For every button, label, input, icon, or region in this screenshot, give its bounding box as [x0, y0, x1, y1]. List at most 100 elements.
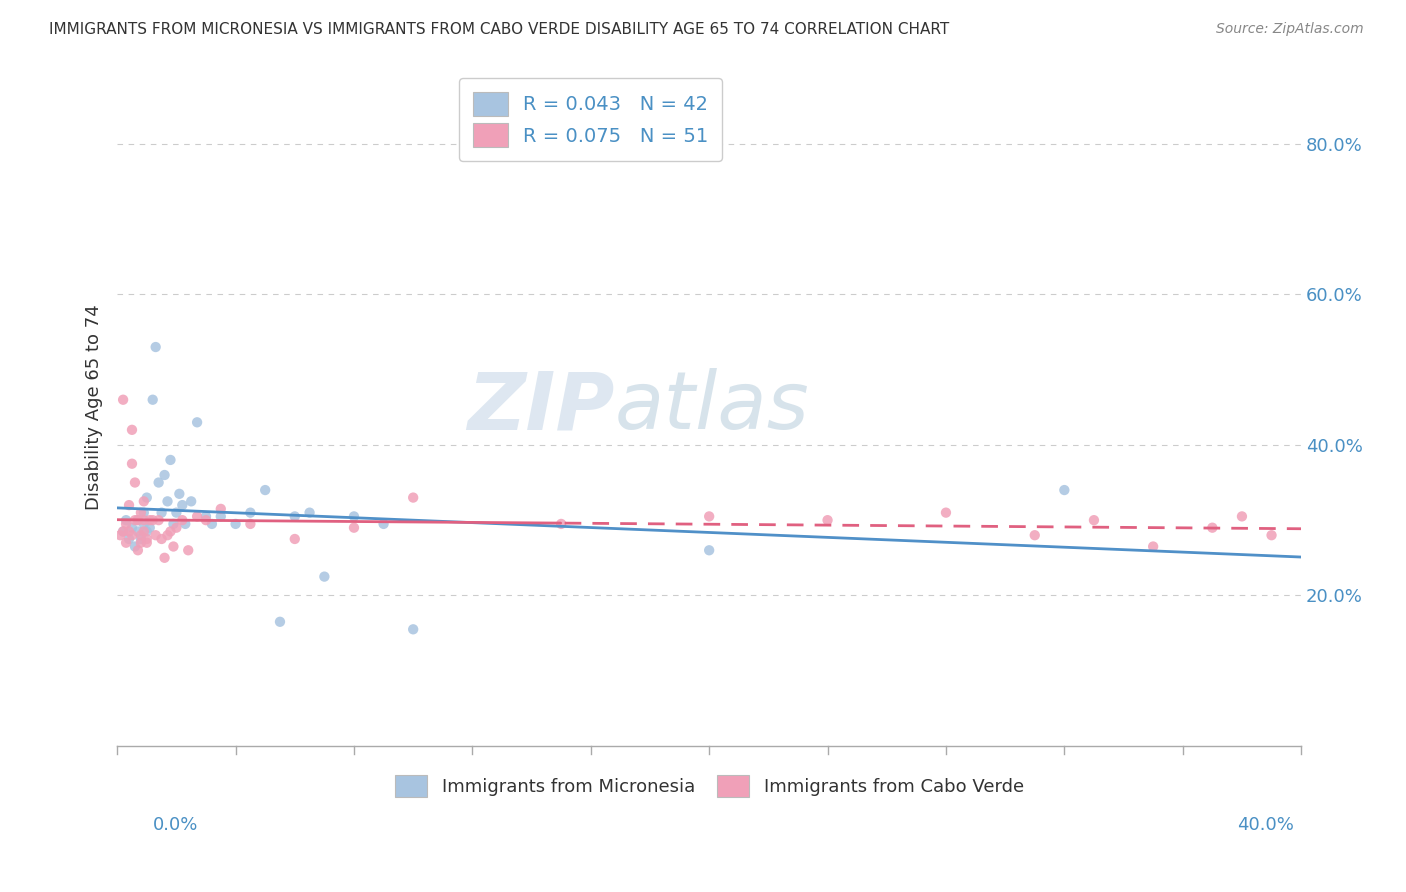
- Point: [127, 513, 149, 527]
- Point: [124, 540, 146, 554]
- Point: [121, 457, 143, 471]
- Point: [186, 509, 208, 524]
- Point: [121, 528, 143, 542]
- Point: [159, 453, 181, 467]
- Point: [115, 516, 138, 531]
- Point: [1142, 540, 1164, 554]
- Point: [172, 498, 194, 512]
- Point: [159, 524, 181, 539]
- Point: [550, 516, 572, 531]
- Point: [150, 506, 173, 520]
- Point: [201, 516, 224, 531]
- Point: [162, 516, 184, 531]
- Point: [121, 423, 143, 437]
- Point: [165, 506, 187, 520]
- Point: [153, 468, 176, 483]
- Point: [343, 509, 366, 524]
- Text: atlas: atlas: [614, 368, 810, 446]
- Point: [239, 506, 262, 520]
- Point: [135, 524, 157, 539]
- Point: [402, 491, 425, 505]
- Point: [697, 543, 720, 558]
- Point: [209, 509, 232, 524]
- Point: [195, 513, 218, 527]
- Point: [129, 528, 152, 542]
- Point: [209, 501, 232, 516]
- Point: [129, 532, 152, 546]
- Point: [132, 516, 155, 531]
- Point: [284, 509, 307, 524]
- Text: Source: ZipAtlas.com: Source: ZipAtlas.com: [1216, 22, 1364, 37]
- Point: [373, 516, 395, 531]
- Point: [225, 516, 247, 531]
- Point: [132, 494, 155, 508]
- Point: [269, 615, 291, 629]
- Point: [132, 524, 155, 539]
- Point: [142, 513, 165, 527]
- Point: [153, 550, 176, 565]
- Point: [145, 528, 167, 542]
- Point: [314, 569, 336, 583]
- Point: [935, 506, 957, 520]
- Point: [139, 513, 162, 527]
- Text: 40.0%: 40.0%: [1237, 815, 1294, 833]
- Point: [127, 513, 149, 527]
- Point: [118, 532, 141, 546]
- Point: [132, 513, 155, 527]
- Point: [177, 543, 200, 558]
- Point: [132, 506, 155, 520]
- Point: [150, 532, 173, 546]
- Point: [112, 524, 135, 539]
- Point: [108, 528, 131, 542]
- Point: [254, 483, 277, 497]
- Point: [139, 521, 162, 535]
- Text: ZIP: ZIP: [467, 368, 614, 446]
- Point: [118, 524, 141, 539]
- Point: [148, 475, 170, 490]
- Point: [135, 535, 157, 549]
- Point: [115, 513, 138, 527]
- Point: [697, 509, 720, 524]
- Point: [142, 392, 165, 407]
- Y-axis label: Disability Age 65 to 74: Disability Age 65 to 74: [86, 304, 103, 510]
- Point: [135, 532, 157, 546]
- Point: [124, 475, 146, 490]
- Point: [156, 494, 179, 508]
- Point: [165, 521, 187, 535]
- Point: [180, 494, 202, 508]
- Point: [112, 524, 135, 539]
- Point: [115, 535, 138, 549]
- Point: [169, 487, 191, 501]
- Point: [195, 509, 218, 524]
- Point: [162, 540, 184, 554]
- Text: IMMIGRANTS FROM MICRONESIA VS IMMIGRANTS FROM CABO VERDE DISABILITY AGE 65 TO 74: IMMIGRANTS FROM MICRONESIA VS IMMIGRANTS…: [49, 22, 949, 37]
- Point: [1201, 521, 1223, 535]
- Point: [112, 392, 135, 407]
- Point: [172, 513, 194, 527]
- Point: [124, 513, 146, 527]
- Point: [127, 524, 149, 539]
- Legend: Immigrants from Micronesia, Immigrants from Cabo Verde: Immigrants from Micronesia, Immigrants f…: [388, 768, 1031, 805]
- Point: [1083, 513, 1105, 527]
- Point: [298, 506, 321, 520]
- Point: [402, 623, 425, 637]
- Point: [129, 535, 152, 549]
- Point: [1260, 528, 1282, 542]
- Point: [174, 516, 197, 531]
- Point: [1024, 528, 1046, 542]
- Point: [145, 340, 167, 354]
- Point: [118, 498, 141, 512]
- Point: [343, 521, 366, 535]
- Point: [1053, 483, 1076, 497]
- Point: [284, 532, 307, 546]
- Point: [1230, 509, 1253, 524]
- Point: [186, 415, 208, 429]
- Point: [817, 513, 839, 527]
- Point: [135, 491, 157, 505]
- Point: [239, 516, 262, 531]
- Point: [121, 521, 143, 535]
- Point: [129, 506, 152, 520]
- Point: [127, 543, 149, 558]
- Point: [148, 513, 170, 527]
- Text: 0.0%: 0.0%: [153, 815, 198, 833]
